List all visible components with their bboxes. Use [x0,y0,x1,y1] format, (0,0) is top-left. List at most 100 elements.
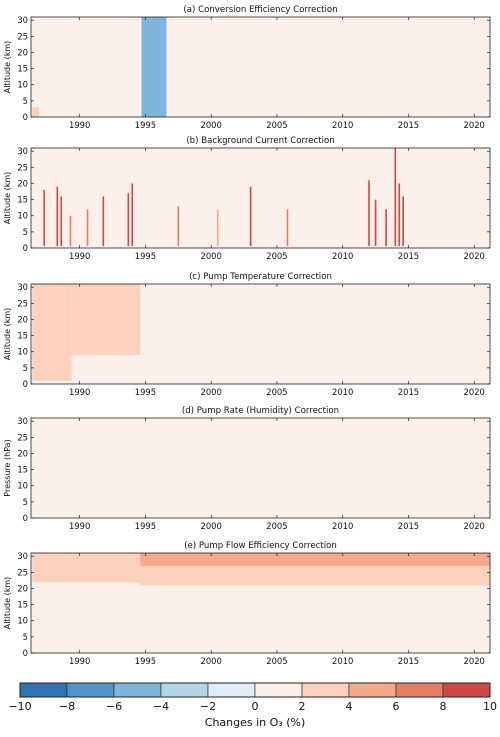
x-tick-label: 2010 [332,251,353,261]
y-tick-label: 30 [17,146,28,156]
x-tick-label: 2005 [266,251,287,261]
y-tick-label: 20 [17,178,28,188]
plot-frame [30,147,491,249]
colorbar-tick-labels: −10 −8 −6 −4 −2 0 2 4 6 8 10 [8,700,497,713]
colorbar-swatch [301,682,350,698]
colorbar-tick-label: 2 [299,700,306,713]
x-tick-label: 1990 [69,387,90,397]
field-background [31,418,490,518]
region-1 [32,561,141,583]
colorbar-swatch [160,682,209,698]
panels: (a) Conversion Efficiency Correction 0 5 10… [3,5,491,666]
y-tick-label: 25 [17,31,28,41]
x-tick-label: 2015 [398,120,419,130]
spike-6 [102,196,105,247]
x-tick-label: 2010 [332,387,353,397]
y-axis-label: Pressure (hPa) [3,439,12,496]
region-3 [71,354,141,381]
spike-15 [385,209,387,247]
x-tick-label: 1995 [135,120,156,130]
colorbar-tick-label: −4 [153,700,169,713]
x-tick-label: 2020 [464,521,485,531]
panel-5: (e) Pump Flow Efficiency Correction 0 5 10 1… [3,541,491,666]
y-tick-label: 20 [17,314,28,324]
y-tick-label: 15 [17,600,28,610]
region-1 [141,17,167,117]
colorbar-swatches [19,682,491,698]
spike-3 [60,196,63,247]
y-tick-label: 0 [23,648,28,658]
plot-frame [30,16,491,118]
colorbar-tick-label: 10 [483,700,497,713]
spike-14 [374,199,377,247]
colorbar-tick-label: 8 [440,700,447,713]
region-1 [32,284,72,381]
plot-frame [30,552,491,654]
field-background [31,148,490,248]
colorbar-tick-label: 6 [393,700,400,713]
y-tick-label: 10 [17,347,28,357]
spike-5 [86,209,89,247]
y-tick-label: 10 [17,80,28,90]
panel-title: (b) Background Current Correction [186,136,334,146]
x-tick-label: 1995 [135,387,156,397]
x-tick-label: 2000 [201,521,222,531]
y-tick-label: 15 [17,64,28,74]
x-tick-label: 2015 [398,521,419,531]
plot-frame [30,417,491,519]
x-tick-label: 2020 [464,656,485,666]
x-tick-label: 2020 [464,251,485,261]
spike-4 [69,215,72,247]
spike-12 [286,209,289,247]
y-tick-label: 15 [17,465,28,475]
spike-18 [402,196,404,247]
x-tick-label: 1990 [69,120,90,130]
y-tick-label: 10 [17,211,28,221]
x-tick-label: 2015 [398,387,419,397]
region-4 [140,553,490,566]
panel-title: (a) Conversion Efficiency Correction [183,5,337,15]
y-axis-label: Altitude (km) [3,577,12,629]
spike-10 [216,209,219,247]
panel-title: (d) Pump Rate (Humidity) Correction [182,406,339,416]
spike-9 [177,206,180,247]
y-tick-label: 5 [23,227,28,237]
x-tick-label: 2000 [201,656,222,666]
colorbar-swatch [442,682,491,698]
y-axis-label: Altitude (km) [3,308,12,360]
y-tick-label: 25 [17,298,28,308]
y-axis-label: Altitude (km) [3,41,12,93]
x-tick-label: 2010 [332,656,353,666]
region-3 [140,565,490,586]
x-tick-label: 2010 [332,521,353,531]
x-tick-label: 2000 [201,387,222,397]
panel-4: (d) Pump Rate (Humidity) Correction 0 5 10 1… [3,406,491,531]
colorbar-label: Changes in O₃ (%) [205,716,305,729]
y-tick-label: 25 [17,432,28,442]
x-tick-label: 1990 [69,521,90,531]
colorbar-swatch [66,682,115,698]
x-tick-label: 1995 [135,251,156,261]
region-2 [32,107,39,117]
region-2 [71,284,141,355]
y-tick-label: 10 [17,616,28,626]
colorbar-swatch [19,682,68,698]
y-tick-label: 20 [17,583,28,593]
x-tick-label: 2000 [201,120,222,130]
y-tick-label: 5 [23,96,28,106]
spike-16 [394,148,397,247]
y-tick-label: 0 [23,112,28,122]
x-tick-label: 2005 [266,521,287,531]
y-axis-label: Altitude (km) [3,172,12,224]
field-background [31,17,490,117]
colorbar-swatch [254,682,303,698]
y-tick-label: 0 [23,379,28,389]
colorbar-tick-label: 0 [252,700,259,713]
y-tick-label: 30 [17,551,28,561]
x-tick-label: 2005 [266,120,287,130]
spike-7 [127,193,130,247]
colorbar-swatch [348,682,397,698]
panel-3: (c) Pump Temperature Correction051015202… [3,272,491,397]
x-tick-label: 1995 [135,521,156,531]
